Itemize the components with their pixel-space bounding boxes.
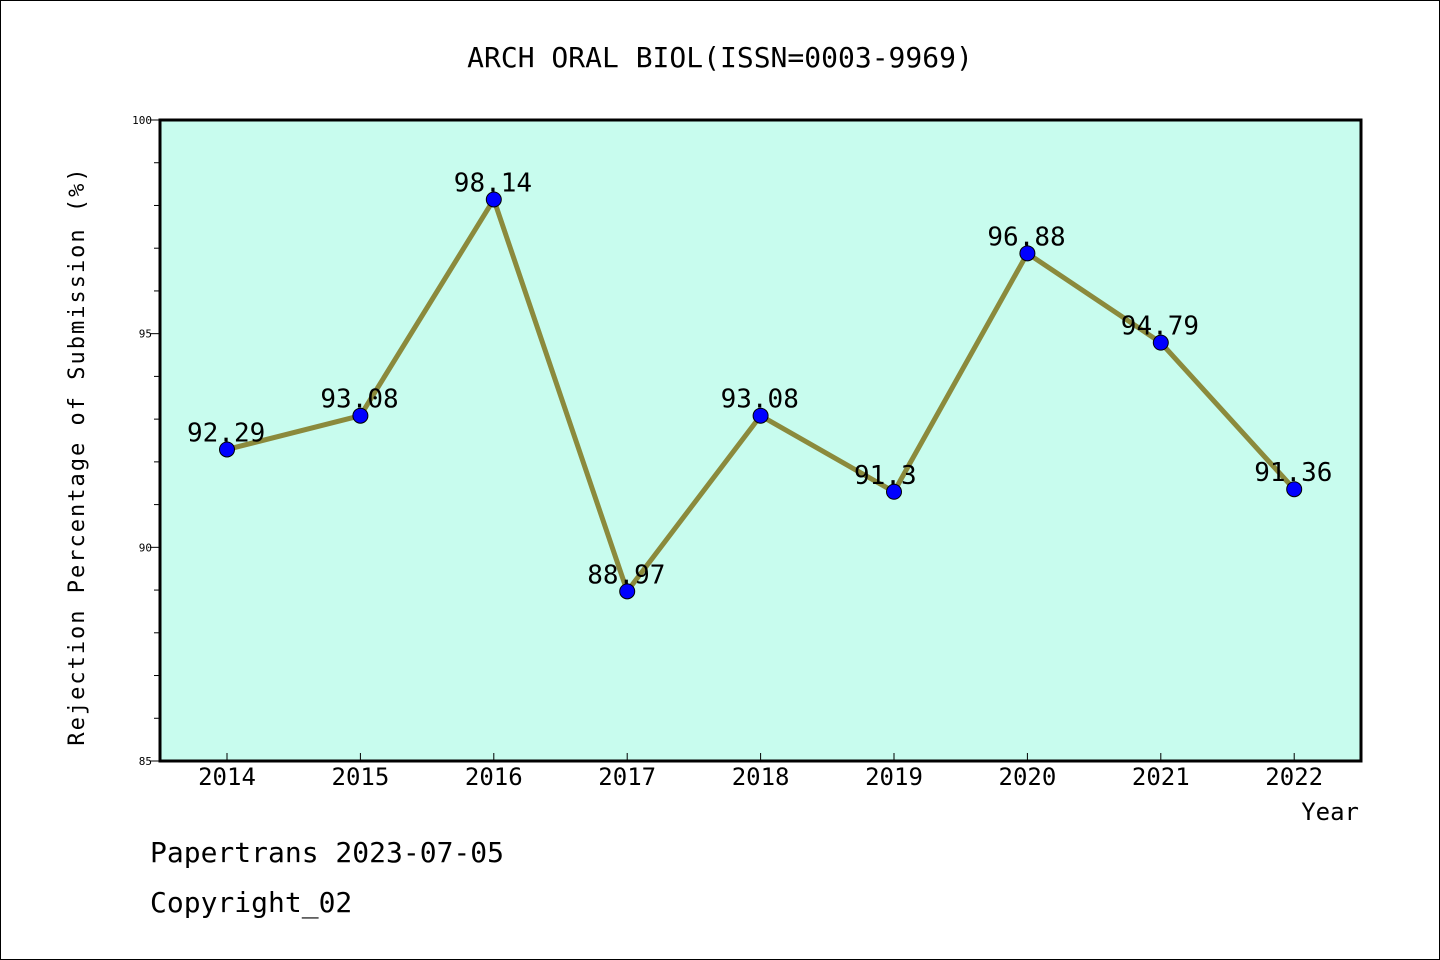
data-point-2022 <box>1286 481 1303 498</box>
footer-copyright: Copyright_02 <box>150 886 353 919</box>
y-tick-label: 100 <box>132 114 152 127</box>
data-label-2021: 94.79 <box>1121 312 1199 342</box>
x-tick-label: 2020 <box>999 763 1057 791</box>
series-rejection: 92.29 93.08 98.14 88.97 93.08 91.3 96.88 94.79 9… <box>187 168 1332 600</box>
data-label-2017: 88.97 <box>587 560 665 590</box>
x-axis: 2014 2015 2016 2017 2018 2019 2020 2021 2022 <box>198 753 1323 791</box>
x-tick-label: 2014 <box>198 763 256 791</box>
x-tick-label: 2022 <box>1265 763 1323 791</box>
y-tick-label: 85 <box>139 755 152 768</box>
data-point-2018 <box>752 407 769 424</box>
data-point-2019 <box>886 483 902 500</box>
data-point-2016 <box>485 191 502 208</box>
data-label-2020: 96.88 <box>987 222 1065 252</box>
y-axis-label: Rejection Percentage of Submission (%) <box>65 166 90 745</box>
x-tick-label: 2017 <box>598 763 656 791</box>
x-tick-label: 2015 <box>332 763 390 791</box>
x-tick-label: 2019 <box>865 763 923 791</box>
data-label-2015: 93.08 <box>320 385 398 415</box>
x-tick-label: 2018 <box>732 763 790 791</box>
data-label-2019: 91.3 <box>854 461 917 491</box>
footer-source: Papertrans 2023-07-05 <box>150 836 505 869</box>
chart-title: ARCH ORAL BIOL(ISSN=0003-9969) <box>467 41 973 74</box>
y-axis: 85 90 95 100 <box>132 114 160 768</box>
data-point-2015 <box>352 407 369 424</box>
data-point-2020 <box>1019 245 1036 262</box>
data-label-2018: 93.08 <box>721 385 799 415</box>
y-tick-label: 90 <box>139 541 152 554</box>
data-point-2014 <box>219 441 235 458</box>
x-tick-label: 2021 <box>1132 763 1190 791</box>
plot-area <box>158 118 1363 763</box>
data-label-2014: 92.29 <box>187 418 265 448</box>
y-tick-label: 95 <box>139 328 152 341</box>
data-point-2021 <box>1152 334 1169 351</box>
x-tick-label: 2016 <box>465 763 523 791</box>
data-label-2022: 91.36 <box>1254 458 1332 488</box>
x-axis-label: Year <box>1301 798 1359 826</box>
data-point-2017 <box>619 583 636 600</box>
data-label-2016: 98.14 <box>454 168 532 198</box>
